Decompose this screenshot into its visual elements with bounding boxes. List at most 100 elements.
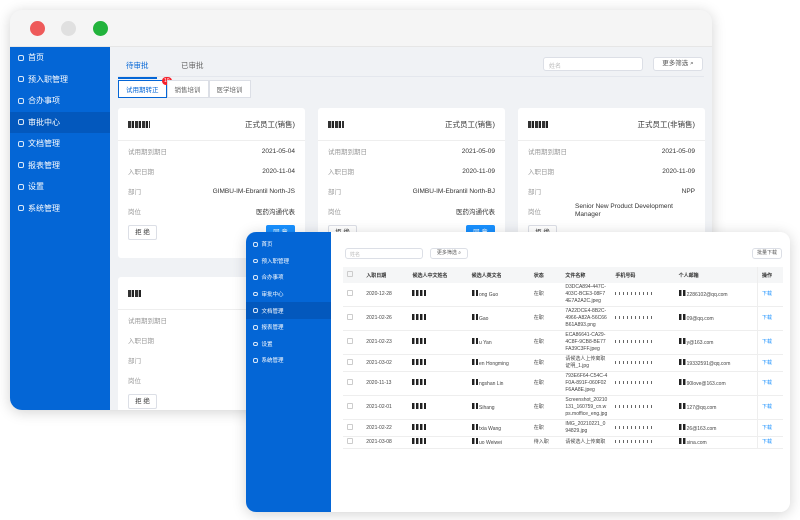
english-name-text: u Yan: [479, 340, 492, 346]
sidebar-item-0[interactable]: 首页: [10, 47, 110, 69]
phone: [611, 330, 675, 355]
name-search-input[interactable]: 姓名: [543, 57, 643, 71]
tab-approved[interactable]: 已审批: [181, 61, 204, 70]
field-dept: 部门: [118, 350, 305, 370]
field-position: 岗位 医药沟通代表: [318, 201, 505, 221]
field-value: Senior New Product Development Manager: [575, 203, 673, 218]
sidebar-item-1[interactable]: 预入职管理: [10, 69, 110, 91]
sidebar-item-0[interactable]: 首页: [246, 236, 331, 253]
subtab-probation[interactable]: 试用期转正10: [118, 77, 172, 98]
row-checkbox[interactable]: [343, 330, 363, 355]
tab-pending[interactable]: 待审批: [118, 60, 157, 79]
sidebar-item-7[interactable]: 系统管理: [10, 198, 110, 220]
sidebar-item-2[interactable]: 合办事项: [10, 90, 110, 112]
column-header: 状态: [529, 267, 562, 283]
field-dept: 部门 NPP: [518, 181, 705, 201]
field-label: 部门: [128, 358, 141, 365]
sidebar-item-label: 审批中心: [28, 117, 60, 127]
download-link[interactable]: 下载: [756, 419, 783, 437]
chinese-name: [408, 395, 468, 420]
row-checkbox[interactable]: [343, 354, 363, 372]
column-header[interactable]: 入职日期: [362, 267, 409, 283]
system-icon: [18, 205, 24, 212]
sidebar-item-5[interactable]: 报表管理: [246, 319, 331, 336]
table-row: 2021-03-02 en Hongming 在职 请候选人上传离职证明_1.j…: [343, 354, 783, 372]
field-label: 部门: [328, 189, 341, 196]
card-header: [118, 277, 305, 310]
name-search-input[interactable]: 姓名: [345, 248, 423, 259]
card-header: 正式员工(销售): [318, 108, 505, 141]
front-window: 首页 预入职管理 合办事项 审批中心 文档管理 报表管理 设置 系统管理 姓名 更多筛选 ⌕ …: [246, 232, 790, 512]
card-header: 正式员工(销售): [118, 108, 305, 141]
table-row: 2021-02-26 Gao 在职 7A22DCE4-8B2C-4966-A82…: [343, 306, 783, 331]
join-date: 2021-02-01: [362, 395, 409, 420]
sidebar-item-1[interactable]: 预入职管理: [246, 253, 331, 270]
bulk-download-button[interactable]: 批量下载: [752, 248, 782, 259]
download-link[interactable]: 下载: [756, 371, 783, 396]
sidebar-item-3[interactable]: 审批中心: [246, 286, 331, 303]
select-all-checkbox[interactable]: [343, 267, 363, 283]
english-name-text: ong Guo: [479, 292, 499, 298]
download-link[interactable]: 下载: [756, 306, 783, 331]
field-position: 岗位: [118, 370, 305, 390]
email-text: sina.com: [686, 440, 707, 446]
sidebar-item-3[interactable]: 审批中心: [10, 111, 110, 133]
row-checkbox[interactable]: [343, 306, 363, 331]
email: y@163.com: [674, 330, 758, 355]
english-name-text: txia Wang: [479, 425, 502, 432]
table-row: 2021-02-01 Sihang 在职 Screenshot_20210131…: [343, 395, 783, 420]
download-link[interactable]: 下载: [756, 330, 783, 355]
close-window-button[interactable]: [30, 21, 45, 36]
more-filter-label: 更多筛选: [662, 60, 689, 67]
clipboard-icon: [253, 275, 258, 280]
row-checkbox[interactable]: [343, 419, 363, 437]
file-name: 请候选人上传离职: [561, 436, 612, 449]
join-date: 2021-02-26: [362, 306, 409, 331]
reject-button[interactable]: 拒 绝: [128, 394, 157, 409]
row-checkbox[interactable]: [343, 283, 363, 307]
download-link[interactable]: 下载: [756, 354, 783, 372]
row-checkbox[interactable]: [343, 371, 363, 396]
row-checkbox[interactable]: [343, 436, 363, 449]
sidebar-item-4[interactable]: 文档管理: [246, 302, 331, 319]
english-name-text: Sihang: [479, 405, 495, 411]
download-link[interactable]: 下载: [756, 395, 783, 420]
sidebar-item-6[interactable]: 设置: [246, 336, 331, 353]
sidebar-item-6[interactable]: 设置: [10, 176, 110, 198]
subtab-medical-training[interactable]: 医学培训: [208, 80, 251, 98]
sidebar-item-4[interactable]: 文档管理: [10, 133, 110, 155]
sidebar: 首页 预入职管理 合办事项 审批中心 文档管理 报表管理 设置 系统管理: [246, 232, 331, 512]
minimize-window-button[interactable]: [61, 21, 76, 36]
sidebar-item-2[interactable]: 合办事项: [246, 269, 331, 286]
english-name: uo Weiwei: [467, 436, 530, 449]
reject-button[interactable]: 拒 绝: [128, 225, 157, 240]
field-value: GIMBU-IM-Ebrantil North-BJ: [412, 187, 495, 195]
email: 26@163.com: [674, 419, 758, 437]
download-link[interactable]: 下载: [756, 283, 783, 307]
email: sina.com: [674, 436, 758, 449]
email: 127@qq.com: [674, 395, 758, 420]
masked-name: [328, 120, 344, 128]
download-label: 下载: [761, 380, 772, 386]
file-name: ECA86641-CA29-4C8F-9CB8-BE77FA39C3FF.jpe…: [561, 330, 612, 355]
masked-name: [128, 120, 150, 128]
row-checkbox[interactable]: [343, 395, 363, 420]
sidebar-item-7[interactable]: 系统管理: [246, 352, 331, 369]
phone: [611, 395, 675, 420]
download-link[interactable]: 下载: [756, 436, 783, 449]
file-name: Screenshot_20210131_160759_cn.wps.moffic…: [561, 395, 612, 420]
maximize-window-button[interactable]: [93, 21, 108, 36]
sidebar-item-label: 文档管理: [28, 139, 60, 149]
table-row: 2021-02-23 u Yan 在职 ECA86641-CA29-4C8F-9…: [343, 330, 783, 355]
subtab-sales-training[interactable]: 销售培训: [166, 80, 209, 98]
file-name: 793E6F64-C54C-4F0A-891F-060F02F6AA8E.jpe…: [561, 371, 612, 396]
english-name-text: Gao: [479, 316, 489, 322]
sidebar-item-5[interactable]: 报表管理: [10, 155, 110, 177]
sidebar-item-label: 系统管理: [28, 203, 60, 213]
document-management-content: 姓名 更多筛选 ⌕ 批量下载 入职日期 候选人中文姓名 候选人英文名 状态 文件名称 手机…: [331, 232, 790, 512]
chart-icon: [18, 162, 24, 169]
status: 在职: [529, 354, 562, 372]
status: 在职: [529, 306, 562, 331]
more-filter-button[interactable]: 更多筛选 ⌕: [430, 248, 468, 259]
more-filter-button[interactable]: 更多筛选 ⌕: [653, 57, 703, 71]
